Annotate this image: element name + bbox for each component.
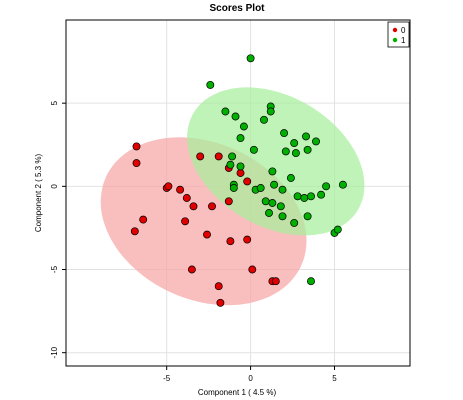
data-point-series-1 bbox=[246, 54, 255, 63]
data-point-series-0 bbox=[132, 142, 141, 151]
data-point-series-1 bbox=[278, 185, 287, 194]
legend-label-series-0: 0 bbox=[401, 26, 406, 35]
data-point-series-1 bbox=[278, 212, 287, 221]
data-point-series-0 bbox=[139, 215, 148, 224]
data-point-series-1 bbox=[317, 190, 326, 199]
data-point-series-1 bbox=[228, 152, 237, 161]
legend-box bbox=[387, 21, 410, 48]
data-point-series-0 bbox=[182, 194, 191, 202]
data-point-series-0 bbox=[208, 202, 216, 211]
data-point-series-1 bbox=[206, 80, 215, 89]
y-tick-label: -10 bbox=[50, 346, 59, 358]
data-point-series-0 bbox=[243, 235, 252, 244]
chart-title: Scores Plot bbox=[209, 3, 265, 14]
data-point-series-1 bbox=[307, 277, 315, 286]
x-tick-label: 0 bbox=[248, 374, 253, 383]
data-point-series-1 bbox=[239, 122, 248, 131]
data-point-series-1 bbox=[312, 137, 320, 146]
data-point-series-0 bbox=[243, 177, 252, 186]
data-point-series-0 bbox=[236, 169, 245, 177]
y-tick-label: -5 bbox=[50, 265, 59, 273]
data-point-series-1 bbox=[281, 147, 290, 156]
data-point-series-1 bbox=[221, 107, 230, 116]
data-point-series-1 bbox=[286, 174, 295, 182]
data-point-series-1 bbox=[249, 145, 258, 154]
legend: 0 1 bbox=[387, 21, 410, 48]
data-point-series-1 bbox=[256, 184, 265, 192]
axes: -5 0 5 -10 -5 0 5 bbox=[50, 100, 337, 383]
data-point-series-0 bbox=[203, 230, 211, 239]
data-point-series-0 bbox=[224, 197, 233, 206]
data-point-series-1 bbox=[266, 107, 275, 116]
x-axis-title: Component 1 ( 4.5 %) bbox=[198, 388, 277, 397]
data-point-series-0 bbox=[226, 237, 235, 246]
data-point-series-1 bbox=[229, 184, 238, 192]
data-point-series-1 bbox=[276, 202, 285, 211]
plot-frame bbox=[65, 19, 411, 367]
data-point-series-1 bbox=[291, 149, 300, 158]
x-tick-label: 5 bbox=[332, 374, 337, 383]
y-tick-label: 0 bbox=[50, 184, 59, 189]
data-point-series-1 bbox=[338, 180, 347, 189]
data-point-series-1 bbox=[302, 132, 310, 141]
data-point-series-0 bbox=[187, 265, 196, 274]
data-point-series-1 bbox=[268, 199, 277, 207]
data-point-series-0 bbox=[271, 277, 280, 286]
data-point-series-1 bbox=[303, 212, 312, 221]
data-point-series-0 bbox=[181, 217, 190, 226]
data-point-series-1 bbox=[270, 180, 279, 189]
data-point-series-1 bbox=[322, 182, 331, 191]
legend-label-series-1: 1 bbox=[401, 36, 406, 45]
y-axis-title: Component 2 ( 5.3 %) bbox=[34, 154, 43, 233]
data-point-series-1 bbox=[293, 192, 302, 201]
y-tick-label: 5 bbox=[50, 100, 59, 105]
data-point-series-0 bbox=[130, 227, 139, 236]
data-point-series-0 bbox=[216, 298, 225, 307]
data-point-series-0 bbox=[132, 159, 141, 168]
data-point-series-1 bbox=[280, 129, 289, 138]
data-point-series-0 bbox=[248, 265, 257, 274]
data-point-series-1 bbox=[261, 197, 270, 206]
data-point-series-0 bbox=[176, 185, 185, 194]
data-point-series-1 bbox=[333, 225, 342, 234]
data-point-series-1 bbox=[300, 194, 309, 202]
data-point-series-1 bbox=[268, 167, 277, 176]
data-points bbox=[130, 54, 347, 307]
data-point-series-1 bbox=[265, 209, 273, 217]
data-point-series-1 bbox=[226, 160, 235, 169]
x-tick-label: -5 bbox=[163, 374, 171, 383]
data-point-series-1 bbox=[260, 115, 268, 124]
data-point-series-1 bbox=[303, 145, 312, 154]
data-point-series-0 bbox=[214, 282, 223, 291]
data-point-series-1 bbox=[290, 218, 299, 227]
data-point-series-0 bbox=[189, 202, 198, 211]
data-point-series-0 bbox=[196, 152, 205, 161]
data-point-series-1 bbox=[236, 162, 245, 171]
data-point-series-1 bbox=[231, 112, 240, 121]
legend-marker-series-1 bbox=[392, 37, 398, 43]
data-point-series-1 bbox=[307, 192, 315, 201]
legend-marker-series-0 bbox=[392, 27, 398, 33]
data-point-series-0 bbox=[164, 182, 173, 191]
data-point-series-1 bbox=[290, 139, 299, 148]
data-point-series-0 bbox=[214, 152, 223, 161]
data-point-series-1 bbox=[236, 134, 245, 143]
